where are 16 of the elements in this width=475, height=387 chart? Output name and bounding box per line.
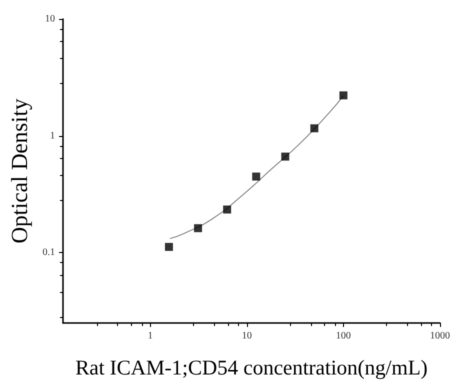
x-tick-label: 1: [148, 330, 153, 342]
x-tick-label: 10: [242, 330, 252, 342]
y-axis-title: Optical Density: [7, 98, 32, 244]
point: [339, 91, 348, 100]
y-tick-label: 10: [45, 14, 55, 24]
point: [223, 206, 232, 214]
point: [310, 124, 318, 132]
y-tick-label: 0.1: [42, 247, 55, 258]
point: [281, 152, 290, 161]
point: [252, 172, 260, 181]
x-axis-title: Rat ICAM-1;CD54 concentration(ng/mL): [75, 356, 428, 380]
point: [194, 224, 202, 232]
y-tick-label: 1: [50, 130, 55, 142]
point: [164, 242, 173, 251]
x-tick-label: 1000: [430, 330, 450, 342]
x-tick-label: 100: [336, 330, 351, 342]
